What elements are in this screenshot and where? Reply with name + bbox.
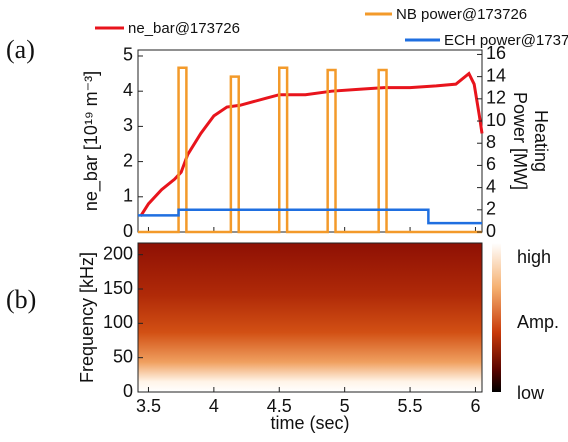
y-tick-label: 0 (123, 381, 133, 401)
legend-label: ne_bar@173726 (128, 20, 240, 37)
y-tick-label: 4 (123, 80, 133, 100)
plot-frame (137, 242, 483, 393)
colorbar-label: Amp. (517, 312, 559, 332)
y2-axis-label-line: Heating (531, 110, 551, 172)
spectrogram-image (138, 243, 482, 392)
x-tick-label: 3.5 (136, 396, 161, 416)
y-tick-label: 3 (123, 115, 133, 135)
series-line (139, 71, 484, 217)
y2-tick-label: 8 (486, 132, 496, 152)
series-line (138, 208, 482, 225)
colorbar-label: low (517, 383, 545, 403)
y-tick-label: 150 (103, 278, 133, 298)
y2-tick-label: 12 (486, 88, 506, 108)
y-tick-label: 200 (103, 243, 133, 263)
panel-label: (a) (6, 35, 35, 64)
y-tick-label: 5 (123, 45, 133, 65)
x-tick-label: 4 (209, 396, 219, 416)
y-tick-label: 1 (123, 186, 133, 206)
legend-label: NB power@173726 (396, 6, 527, 23)
series-line (138, 66, 482, 234)
x-axis-label: time (sec) (270, 413, 349, 433)
y-axis-label: ne_bar [10¹⁹ m⁻³] (81, 71, 102, 211)
y-tick-label: 2 (123, 150, 133, 170)
y-tick-label: 0 (123, 221, 133, 241)
y2-tick-label: 16 (486, 43, 506, 63)
x-tick-label: 5 (340, 396, 350, 416)
y2-tick-label: 2 (486, 199, 496, 219)
y2-tick-label: 6 (486, 154, 496, 174)
y-tick-label: 50 (113, 346, 133, 366)
colorbar (492, 243, 501, 392)
y2-tick-label: 14 (486, 65, 506, 85)
y2-axis-label: HeatingPower [MW] (510, 92, 551, 190)
x-tick-label: 6 (470, 396, 480, 416)
plot-frame (137, 49, 483, 233)
y2-tick-label: 10 (486, 110, 506, 130)
y2-tick-label: 0 (486, 221, 496, 241)
x-tick-label: 5.5 (398, 396, 423, 416)
panel-label: (b) (6, 285, 36, 314)
y-tick-label: 100 (103, 312, 133, 332)
legend-label: ECH power@173726 (444, 32, 568, 49)
y-axis-label: Frequency [kHz] (77, 252, 97, 383)
y2-axis-label-line: Power [MW] (510, 92, 530, 190)
colorbar-label: high (517, 247, 551, 267)
x-tick-label: 4.5 (267, 396, 292, 416)
y2-tick-label: 4 (486, 176, 496, 196)
